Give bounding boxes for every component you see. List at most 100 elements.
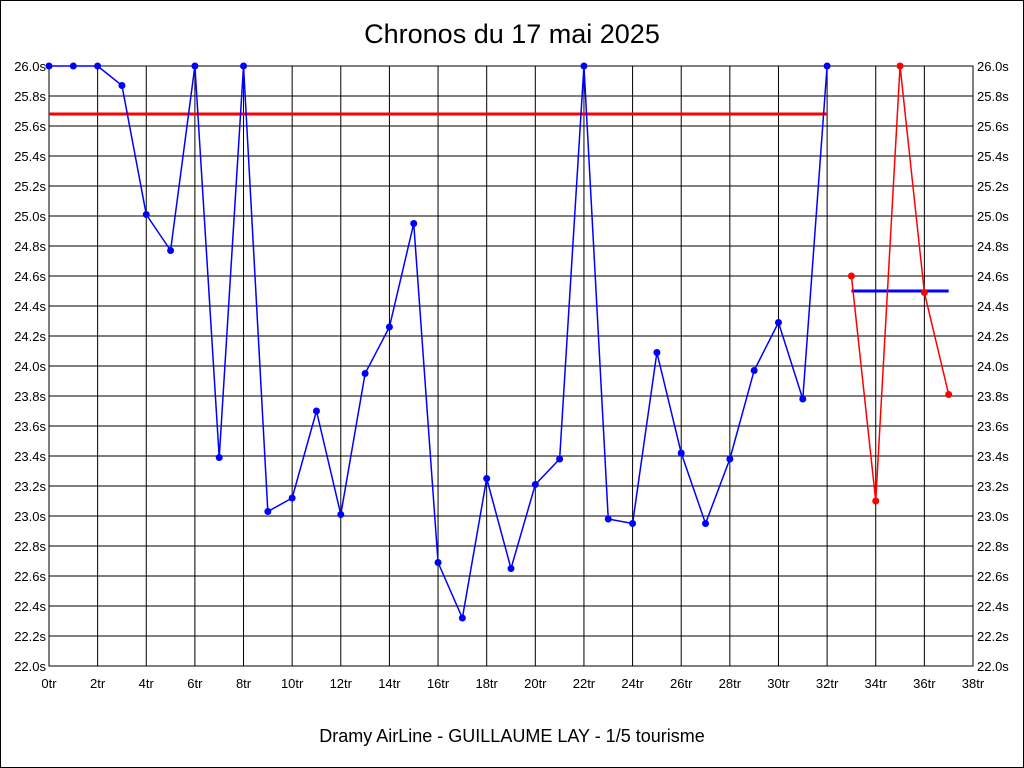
y-tick-label-right: 25.4s xyxy=(977,149,1009,164)
data-point xyxy=(410,220,418,227)
data-point xyxy=(677,449,685,457)
x-tick-label: 38tr xyxy=(962,676,985,691)
x-tick-label: 30tr xyxy=(767,676,790,691)
data-point xyxy=(264,508,272,515)
x-tick-label: 16tr xyxy=(427,676,450,691)
data-point xyxy=(483,475,491,482)
y-tick-label-right: 24.8s xyxy=(977,239,1009,254)
y-tick-label-left: 23.4s xyxy=(14,449,46,464)
x-tick-label: 12tr xyxy=(330,676,353,691)
y-tick-label-right: 22.8s xyxy=(977,539,1009,554)
chart-caption: Dramy AirLine - GUILLAUME LAY - 1/5 tour… xyxy=(319,726,704,746)
y-tick-label-right: 23.2s xyxy=(977,479,1009,494)
x-tick-label: 20tr xyxy=(524,676,547,691)
data-point xyxy=(556,455,564,463)
data-point xyxy=(215,454,223,461)
y-tick-label-left: 22.0s xyxy=(14,659,46,674)
y-tick-label-right: 23.4s xyxy=(977,449,1009,464)
y-tick-label-left: 22.6s xyxy=(14,569,46,584)
y-tick-label-left: 23.2s xyxy=(14,479,46,494)
y-tick-label-left: 24.0s xyxy=(14,359,46,374)
y-tick-label-left: 23.6s xyxy=(14,419,46,434)
y-tick-label-left: 24.4s xyxy=(14,299,46,314)
data-point xyxy=(774,319,782,326)
y-tick-label-right: 22.0s xyxy=(977,659,1009,674)
y-tick-label-right: 22.6s xyxy=(977,569,1009,584)
x-tick-label: 8tr xyxy=(236,676,252,691)
data-point xyxy=(653,349,661,356)
y-tick-label-left: 25.4s xyxy=(14,149,46,164)
data-point xyxy=(920,289,928,296)
y-tick-label-left: 24.8s xyxy=(14,239,46,254)
data-point xyxy=(69,62,77,70)
data-point xyxy=(823,62,831,70)
data-point xyxy=(94,62,102,70)
data-point xyxy=(799,395,807,403)
data-point xyxy=(288,494,296,502)
data-point xyxy=(702,520,710,527)
y-tick-label-right: 25.0s xyxy=(977,209,1009,224)
y-tick-label-right: 22.4s xyxy=(977,599,1009,614)
data-point xyxy=(337,511,345,518)
x-tick-label: 10tr xyxy=(281,676,304,691)
data-point xyxy=(896,62,904,70)
x-tick-label: 36tr xyxy=(913,676,936,691)
data-point xyxy=(240,62,248,70)
y-tick-label-left: 25.8s xyxy=(14,89,46,104)
y-tick-label-right: 22.2s xyxy=(977,629,1009,644)
data-point xyxy=(945,391,953,398)
y-tick-label-right: 26.0s xyxy=(977,59,1009,74)
data-point xyxy=(629,520,637,527)
data-point xyxy=(361,370,369,377)
data-point xyxy=(872,497,880,505)
data-point xyxy=(385,323,393,331)
y-tick-label-right: 24.4s xyxy=(977,299,1009,314)
y-tick-label-left: 25.0s xyxy=(14,209,46,224)
y-tick-label-left: 22.4s xyxy=(14,599,46,614)
y-tick-label-right: 24.2s xyxy=(977,329,1009,344)
x-tick-label: 14tr xyxy=(378,676,401,691)
data-point xyxy=(45,62,53,70)
data-point xyxy=(458,614,466,622)
y-tick-label-left: 22.8s xyxy=(14,539,46,554)
data-point xyxy=(726,455,734,463)
data-point xyxy=(434,559,442,566)
x-tick-label: 26tr xyxy=(670,676,693,691)
x-tick-label: 4tr xyxy=(139,676,155,691)
data-point xyxy=(531,481,539,488)
x-tick-label: 2tr xyxy=(90,676,106,691)
x-tick-label: 6tr xyxy=(187,676,203,691)
y-tick-label-right: 23.6s xyxy=(977,419,1009,434)
y-tick-label-left: 23.8s xyxy=(14,389,46,404)
y-tick-label-left: 24.2s xyxy=(14,329,46,344)
y-tick-label-left: 26.0s xyxy=(14,59,46,74)
series-line xyxy=(850,65,950,502)
y-tick-label-left: 24.6s xyxy=(14,269,46,284)
y-tick-label-left: 22.2s xyxy=(14,629,46,644)
x-tick-label: 34tr xyxy=(865,676,888,691)
y-tick-label-right: 24.6s xyxy=(977,269,1009,284)
x-tick-label: 24tr xyxy=(621,676,644,691)
data-point xyxy=(142,211,150,218)
data-point xyxy=(118,82,126,89)
data-point xyxy=(580,62,588,70)
chart-title: Chronos du 17 mai 2025 xyxy=(364,19,660,49)
data-point xyxy=(750,367,758,374)
y-tick-label-right: 25.2s xyxy=(977,179,1009,194)
data-point xyxy=(312,407,320,415)
y-tick-label-left: 25.6s xyxy=(14,119,46,134)
data-point xyxy=(604,515,612,523)
x-tick-label: 28tr xyxy=(719,676,742,691)
x-tick-label: 0tr xyxy=(41,676,57,691)
data-point xyxy=(507,565,515,572)
x-tick-label: 22tr xyxy=(573,676,596,691)
y-tick-label-right: 23.8s xyxy=(977,389,1009,404)
y-tick-label-left: 23.0s xyxy=(14,509,46,524)
data-point xyxy=(167,247,175,254)
x-tick-label: 18tr xyxy=(475,676,498,691)
y-tick-label-right: 25.6s xyxy=(977,119,1009,134)
y-tick-label-right: 25.8s xyxy=(977,89,1009,104)
y-tick-label-right: 23.0s xyxy=(977,509,1009,524)
data-point xyxy=(191,62,199,70)
